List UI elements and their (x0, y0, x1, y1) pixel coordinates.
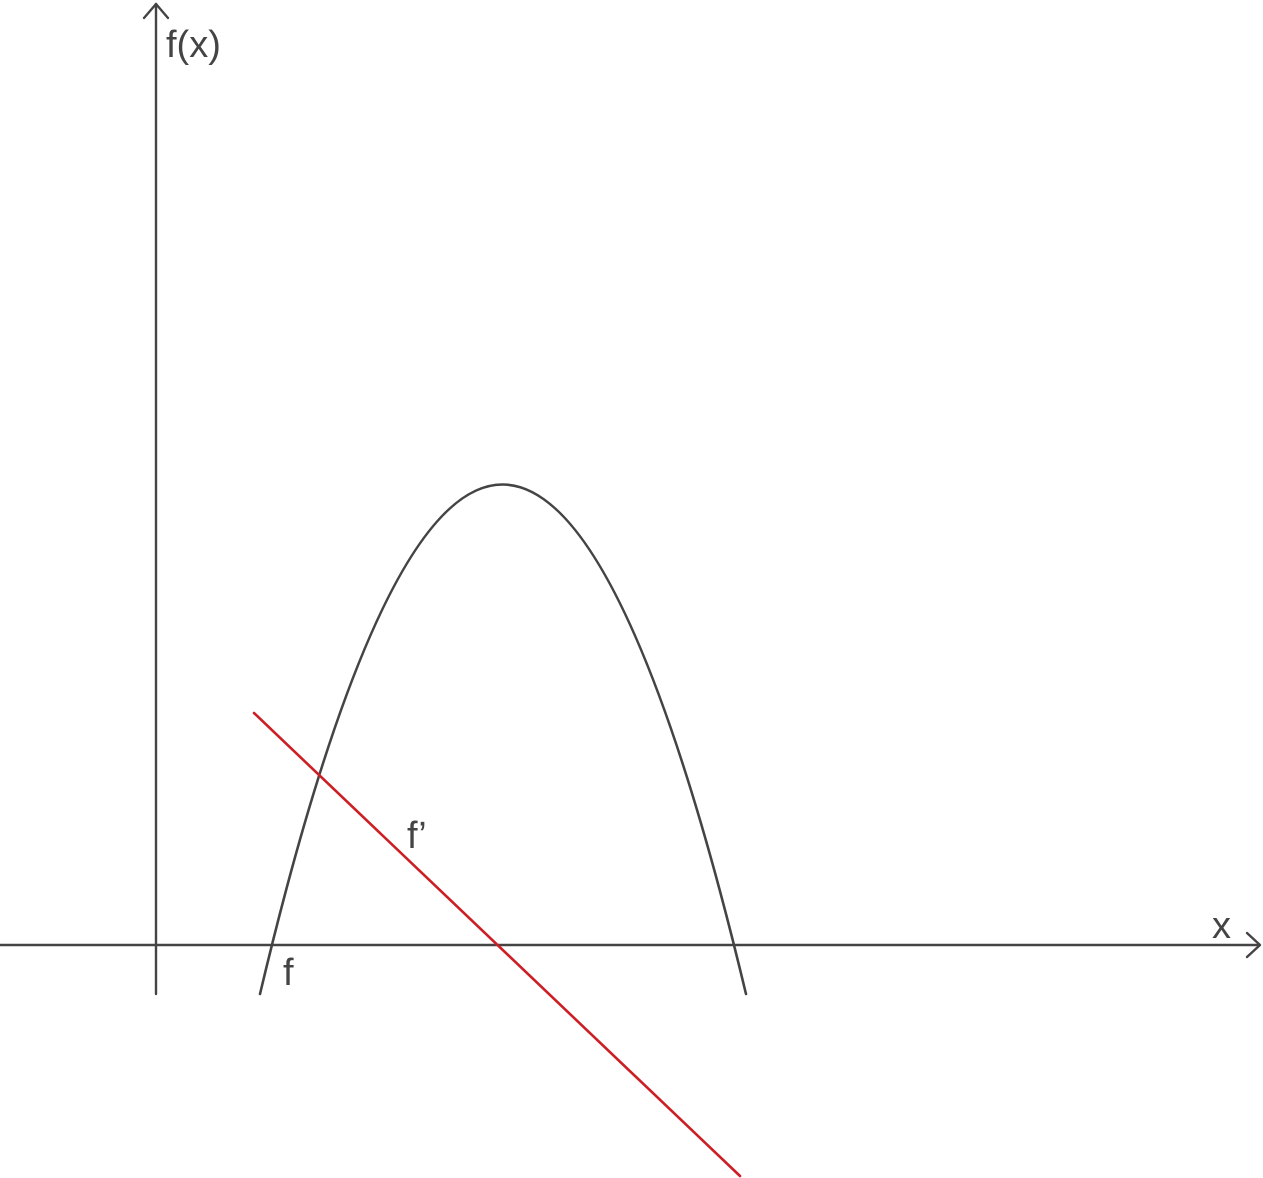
f-curve (258, 483, 748, 996)
f-curve-label: f (283, 952, 294, 994)
x-axis-arrowhead (1245, 931, 1262, 959)
f-prime-label: f’ (407, 815, 427, 857)
y-axis-label: f(x) (166, 24, 221, 66)
y-axis-arrowhead (142, 2, 170, 20)
f-prime-line (252, 711, 742, 1178)
x-axis-label: x (1212, 905, 1231, 947)
